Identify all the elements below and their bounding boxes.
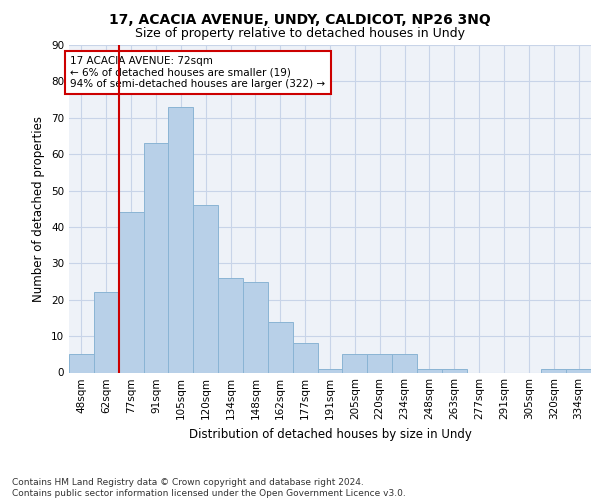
Bar: [317, 369, 343, 372]
Y-axis label: Number of detached properties: Number of detached properties: [32, 116, 46, 302]
Bar: [367, 354, 392, 372]
Text: 17, ACACIA AVENUE, UNDY, CALDICOT, NP26 3NQ: 17, ACACIA AVENUE, UNDY, CALDICOT, NP26 …: [109, 12, 491, 26]
Bar: [268, 322, 293, 372]
Bar: [541, 369, 566, 372]
Bar: [442, 369, 467, 372]
Bar: [94, 292, 119, 372]
Bar: [417, 369, 442, 372]
Text: 17 ACACIA AVENUE: 72sqm
← 6% of detached houses are smaller (19)
94% of semi-det: 17 ACACIA AVENUE: 72sqm ← 6% of detached…: [70, 56, 325, 89]
Bar: [119, 212, 143, 372]
Text: Size of property relative to detached houses in Undy: Size of property relative to detached ho…: [135, 28, 465, 40]
Bar: [243, 282, 268, 372]
Bar: [343, 354, 367, 372]
Bar: [392, 354, 417, 372]
Text: Contains HM Land Registry data © Crown copyright and database right 2024.
Contai: Contains HM Land Registry data © Crown c…: [12, 478, 406, 498]
X-axis label: Distribution of detached houses by size in Undy: Distribution of detached houses by size …: [188, 428, 472, 441]
Bar: [193, 205, 218, 372]
Bar: [143, 143, 169, 372]
Bar: [169, 107, 193, 372]
Bar: [293, 344, 317, 372]
Bar: [69, 354, 94, 372]
Bar: [566, 369, 591, 372]
Bar: [218, 278, 243, 372]
